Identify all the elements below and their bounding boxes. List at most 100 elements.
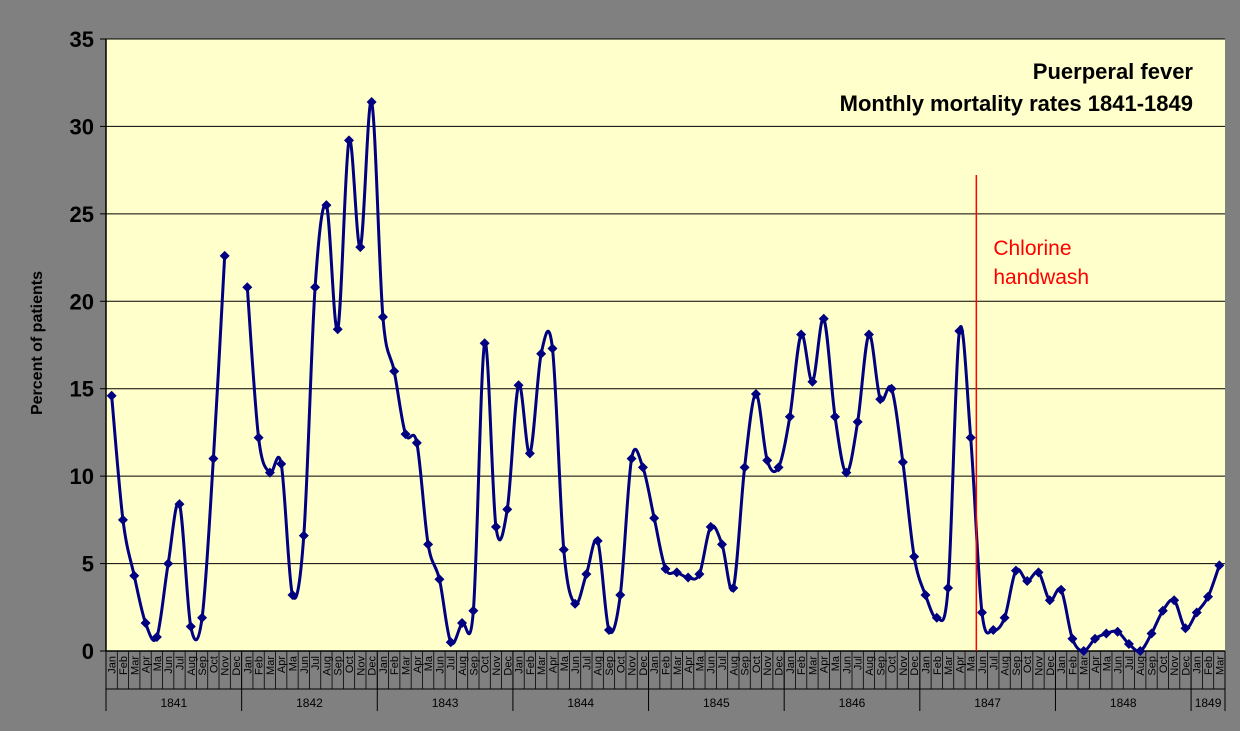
x-month-label: Apr [1090, 656, 1102, 673]
data-point-marker [298, 530, 309, 541]
x-month-label: Feb [525, 656, 537, 675]
data-point-marker [818, 313, 829, 324]
data-point-marker [479, 338, 490, 349]
x-month-label: Mar [536, 656, 548, 675]
x-month-label: Oct [887, 656, 899, 673]
x-month-label: Sep [197, 656, 209, 676]
data-point-marker [705, 521, 716, 532]
data-point-marker [683, 572, 694, 583]
data-point-marker [592, 535, 603, 546]
series [106, 96, 1225, 656]
data-point-marker [140, 618, 151, 629]
x-month-label: Feb [389, 656, 401, 675]
x-month-label: Apr [954, 656, 966, 673]
data-point-marker [276, 458, 287, 469]
x-month-label: Apr [683, 656, 695, 673]
x-month-label: Oct [208, 656, 220, 673]
x-month-label: Dec [367, 656, 379, 676]
chart-subtitle: Monthly mortality rates 1841-1849 [840, 91, 1193, 116]
data-point-marker [524, 448, 535, 459]
data-point-marker [909, 551, 920, 562]
x-month-label: Jul [581, 656, 593, 670]
data-point-marker [129, 570, 140, 581]
x-month-label: Apr [412, 656, 424, 673]
data-point-marker [377, 312, 388, 323]
data-point-marker [965, 432, 976, 443]
data-point-marker [1044, 595, 1055, 606]
x-month-label: Jul [310, 656, 322, 670]
plot-area [106, 39, 1225, 651]
data-point-marker [117, 514, 128, 525]
data-point-marker [773, 462, 784, 473]
x-month-label: Jun [570, 656, 582, 674]
x-month-label: Jan [107, 656, 119, 674]
data-point-marker [1090, 633, 1101, 644]
x-month-label: Jan [378, 656, 390, 674]
x-month-label: Dec [774, 656, 786, 676]
x-month-label: Aug [864, 656, 876, 676]
data-point-marker [999, 612, 1010, 623]
data-point-marker [366, 96, 377, 107]
data-point-marker [502, 504, 513, 515]
x-month-label: Mar [129, 656, 141, 675]
data-point-marker [219, 250, 230, 261]
y-tick-label: 0 [82, 639, 94, 664]
x-year-label: 1846 [839, 696, 866, 710]
y-axis-label: Percent of patients [29, 271, 46, 415]
data-point-marker [287, 590, 298, 601]
series-line [110, 255, 227, 642]
x-month-label: Dec [1180, 656, 1192, 676]
x-month-label: Ma [694, 655, 706, 671]
data-point-marker [1022, 576, 1033, 587]
data-point-marker [897, 457, 908, 468]
data-point-marker [750, 388, 761, 399]
x-month-label: Oct [480, 656, 492, 673]
x-year-label: 1847 [974, 696, 1001, 710]
chart-title: Puerperal fever [1033, 59, 1194, 84]
x-month-label: Jun [1113, 656, 1125, 674]
x-month-label: Jun [434, 656, 446, 674]
x-month-label: Nov [1169, 656, 1181, 676]
data-point-marker [1180, 623, 1191, 634]
x-month-label: Jun [163, 656, 175, 674]
x-month-label: Nov [1034, 656, 1046, 676]
x-month-label: Jun [841, 656, 853, 674]
x-month-label: Feb [661, 656, 673, 675]
x-year-label: 1845 [703, 696, 730, 710]
x-month-label: Apr [819, 656, 831, 673]
x-month-label: Sep [875, 656, 887, 676]
data-point-marker [197, 612, 208, 623]
data-point-marker [1203, 591, 1214, 602]
x-month-label: Jan [785, 656, 797, 674]
data-point-marker [852, 416, 863, 427]
data-point-marker [1123, 639, 1134, 650]
x-month-label: Oct [615, 656, 627, 673]
x-month-label: Jun [977, 656, 989, 674]
data-point-marker [875, 394, 886, 405]
data-point-marker [717, 539, 728, 550]
data-point-marker [1146, 628, 1157, 639]
x-month-label: Ma [152, 655, 164, 671]
x-month-label: Aug [186, 656, 198, 676]
data-point-marker [830, 411, 841, 422]
data-point-marker [1169, 595, 1180, 606]
data-point-marker [558, 544, 569, 555]
x-month-label: Mar [265, 656, 277, 675]
x-month-label: Oct [751, 656, 763, 673]
x-month-label: Mar [401, 656, 413, 675]
annotation-text-line2: handwash [993, 266, 1089, 289]
x-month-label: Jun [299, 656, 311, 674]
x-month-label: Jan [242, 656, 254, 674]
axes: 0 5 10 15 20 25 30 35 [70, 27, 1225, 664]
x-month-label: Jul [988, 656, 1000, 670]
data-point-marker [863, 329, 874, 340]
x-month-label: Nov [762, 656, 774, 676]
x-month-label: Aug [728, 656, 740, 676]
data-point-marker [490, 521, 501, 532]
x-month-label: Feb [796, 656, 808, 675]
x-month-label: Jul [174, 656, 186, 670]
data-point-marker [1191, 607, 1202, 618]
data-point-marker [389, 366, 400, 377]
data-point-marker [536, 348, 547, 359]
